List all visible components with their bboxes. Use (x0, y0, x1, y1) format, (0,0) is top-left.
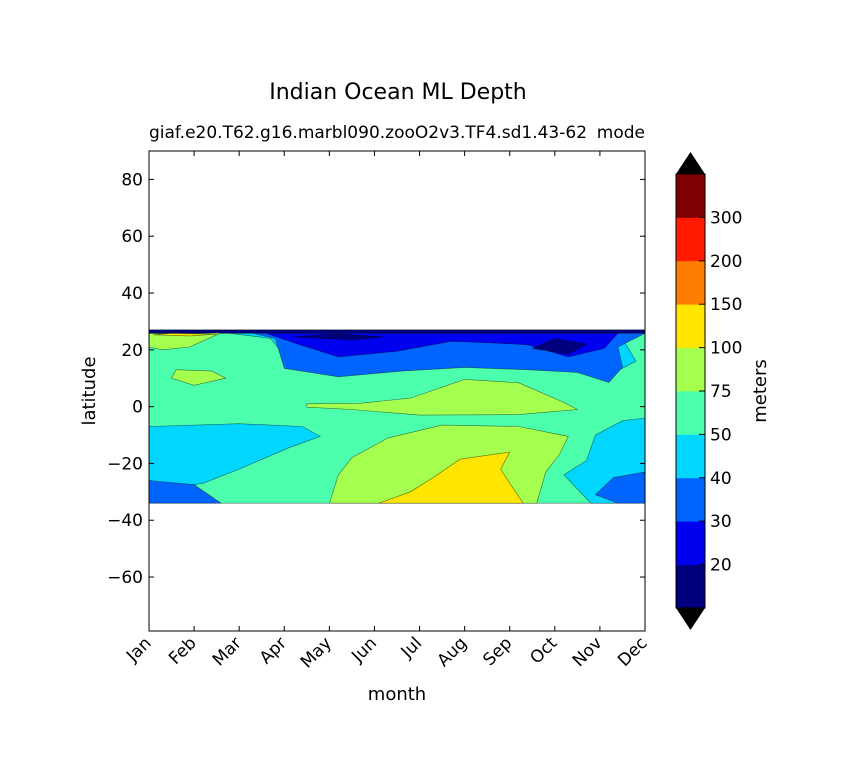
colorbar-swatch (676, 521, 705, 565)
colorbar-extend-high (676, 152, 705, 174)
colorbar-tick-label: 100 (710, 339, 742, 359)
x-tick-label: Oct (526, 633, 561, 668)
colorbar-tick-label: 30 (710, 512, 732, 532)
colorbar-swatch (676, 260, 705, 305)
y-tick-label: 60 (121, 227, 143, 247)
x-tick-label: Sep (479, 633, 516, 670)
contour-region-30-40 (149, 480, 223, 504)
contour-region-75-100 (306, 379, 579, 416)
colorbar-swatch (676, 174, 705, 218)
colorbar-swatch (676, 434, 705, 479)
x-tick-label: May (297, 633, 336, 672)
colorbar-swatch (676, 477, 705, 522)
y-tick-label: 0 (132, 398, 143, 418)
colorbar-tick-label: 300 (710, 208, 742, 228)
contour-region-10-20 (149, 329, 645, 334)
contour-region-30-40 (594, 471, 645, 504)
contour-region-10-20 (531, 338, 588, 355)
x-tick-label: Apr (256, 633, 291, 668)
y-axis-label: latitude (79, 356, 100, 425)
contour-region-10-20 (293, 333, 384, 341)
chart-subtitle-right: mode (597, 123, 645, 143)
contour-region-100-150 (153, 332, 217, 337)
y-tick-label: 40 (121, 284, 143, 304)
y-tick-label: −20 (107, 454, 143, 474)
colorbar-swatch (676, 347, 705, 392)
plot-frame (148, 150, 646, 632)
chart-title: Indian Ocean ML Depth (269, 80, 527, 105)
x-tick-label: Mar (209, 633, 246, 670)
y-tick-label: 80 (121, 170, 143, 190)
colorbar-tick-label: 200 (710, 252, 742, 272)
chart-subtitle-left: giaf.e20.T62.g16.marbl090.zooO2v3.TF4.sd… (149, 123, 587, 143)
colorbar-swatch (676, 391, 705, 435)
contour-region-100-150 (378, 451, 524, 504)
colorbar-tick-label: 150 (710, 295, 742, 315)
y-tick-label: 20 (121, 341, 143, 361)
colorbar-extend-low (676, 608, 705, 630)
colorbar-tick-label: 20 (710, 556, 732, 576)
colorbar-tick-label: 75 (710, 382, 732, 402)
colorbar-tick-label: 50 (710, 425, 732, 445)
contour-fill (149, 329, 645, 504)
colorbar-swatch (676, 304, 705, 348)
x-axis-label: month (368, 684, 426, 705)
colorbar-swatch (676, 217, 705, 262)
colorbar-label: meters (750, 359, 771, 423)
colorbar-tick-label: 40 (710, 469, 732, 489)
x-tick-label: Feb (165, 633, 200, 668)
colorbar-swatch (676, 564, 705, 609)
plot-area: Jan Feb Mar Apr May Jun Jul Aug Sep Oct Nov Dec 80 6… (107, 150, 652, 672)
colorbar: 20 30 40 50 75 100 150 200 300 (675, 152, 742, 630)
x-tick-label: Jul (397, 633, 426, 662)
y-tick-label: −40 (107, 511, 143, 531)
x-tick-label: Jan (122, 633, 155, 666)
y-tick-label: −60 (107, 568, 143, 588)
x-tick-label: Jun (347, 633, 381, 667)
x-tick-label: Dec (614, 633, 651, 670)
contour-region-75-100 (171, 369, 227, 386)
x-tick-label: Nov (569, 633, 607, 671)
x-tick-label: Aug (434, 633, 472, 671)
y-axis: 80 60 40 20 0 −20 −40 −60 (107, 170, 645, 588)
